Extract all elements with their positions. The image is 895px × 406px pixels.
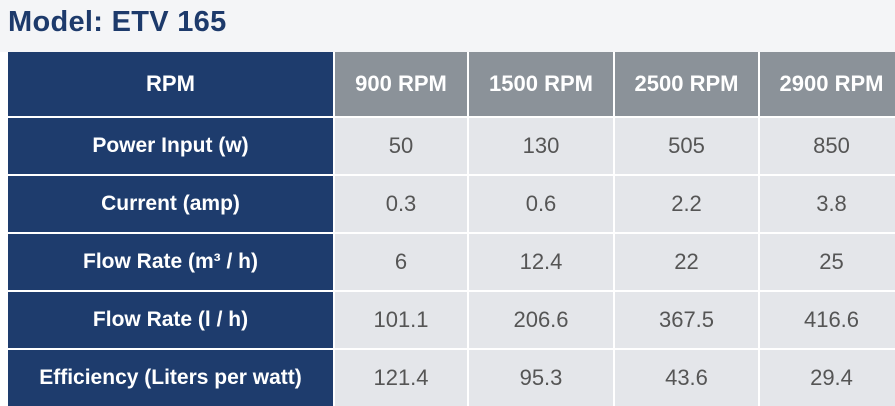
column-header: 2900 RPM (760, 52, 895, 116)
table-cell: 121.4 (335, 350, 467, 406)
table-cell: 2.2 (615, 176, 758, 232)
table-cell: 29.4 (760, 350, 895, 406)
table-cell: 6 (335, 234, 467, 290)
table-cell: 0.6 (469, 176, 613, 232)
table-cell: 130 (469, 118, 613, 174)
column-header: 1500 RPM (469, 52, 613, 116)
row-label: Flow Rate (l / h) (8, 292, 333, 348)
table-cell: 367.5 (615, 292, 758, 348)
column-header: 2500 RPM (615, 52, 758, 116)
title-band (0, 0, 895, 52)
table-cell: 43.6 (615, 350, 758, 406)
table-cell: 505 (615, 118, 758, 174)
table-cell: 22 (615, 234, 758, 290)
table-cell: 850 (760, 118, 895, 174)
table-cell: 95.3 (469, 350, 613, 406)
table-cell: 12.4 (469, 234, 613, 290)
table-cell: 206.6 (469, 292, 613, 348)
column-header: 900 RPM (335, 52, 467, 116)
spec-table: RPM 900 RPM 1500 RPM 2500 RPM 2900 RPM Power … (8, 52, 895, 406)
table-cell: 0.3 (335, 176, 467, 232)
column-header: RPM (8, 52, 333, 116)
row-label: Efficiency (Liters per watt) (8, 350, 333, 406)
row-label: Power Input (w) (8, 118, 333, 174)
table-cell: 3.8 (760, 176, 895, 232)
title: Model: ETV 165 (8, 6, 227, 38)
table-cell: 50 (335, 118, 467, 174)
table-cell: 416.6 (760, 292, 895, 348)
row-label: Current (amp) (8, 176, 333, 232)
table-cell: 101.1 (335, 292, 467, 348)
table-cell: 25 (760, 234, 895, 290)
row-label: Flow Rate (m³ / h) (8, 234, 333, 290)
